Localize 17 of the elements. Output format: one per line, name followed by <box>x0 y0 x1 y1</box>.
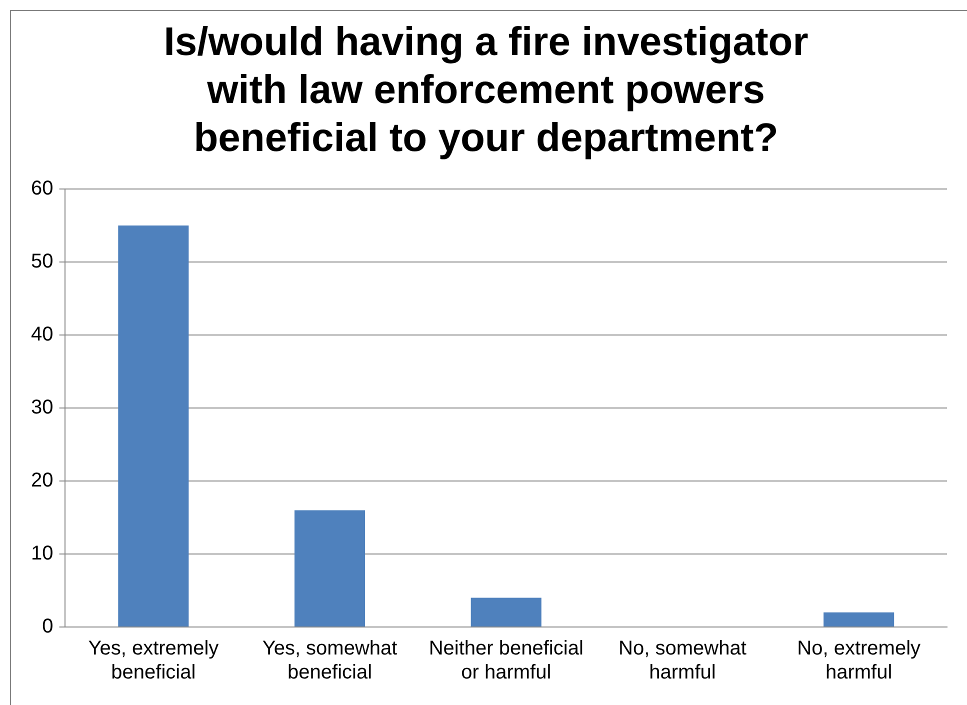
y-tick-label: 20 <box>30 470 54 492</box>
bar <box>118 226 189 626</box>
x-tick-label: No, extremely harmful <box>797 638 921 684</box>
bar <box>470 598 542 626</box>
y-tick-label: 60 <box>30 178 54 200</box>
bar <box>824 612 894 626</box>
y-tick-label: 50 <box>30 250 54 273</box>
y-tick-label: 40 <box>30 324 54 346</box>
x-tick-label: Neither beneficial or harmful <box>428 638 584 684</box>
x-tick-label: No, somewhat harmful <box>618 638 747 684</box>
x-tick-label: Yes, extremely beneficial <box>88 638 219 684</box>
chart-title: Is/would having a fire investigator with law enforcement powers beneficial to your department? <box>164 20 808 160</box>
x-tick-label: Yes, somewhat beneficial <box>262 638 398 684</box>
y-tick-label: 10 <box>30 542 54 565</box>
y-tick-label: 0 <box>42 616 54 638</box>
bar <box>294 510 366 626</box>
y-tick-label: 30 <box>30 396 54 419</box>
